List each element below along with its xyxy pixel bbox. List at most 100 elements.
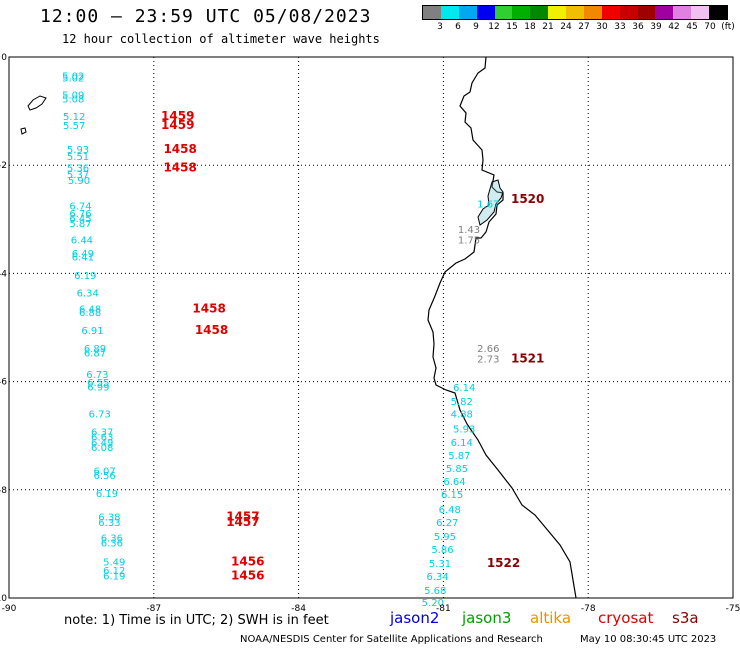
pass-time-label: 1459: [161, 109, 194, 123]
legend-swatch: [494, 6, 513, 19]
wave-height-value: 6.34: [427, 572, 449, 583]
wave-height-value: 6.38: [98, 513, 120, 524]
altimeter-tracks: 5.025.025.095.085.125.575.935.515.365.37…: [62, 72, 499, 609]
wave-height-value: 6.91: [81, 326, 103, 337]
wave-height-value: 6.36: [101, 539, 123, 550]
pass-time-label: 1458: [195, 323, 228, 337]
wave-height-value: 5.93: [67, 145, 89, 156]
wave-height-value: 5.49: [103, 558, 125, 569]
generated-timestamp: May 10 08:30:45 UTC 2023: [580, 634, 717, 645]
island-isabela: [27, 95, 47, 111]
legend-label: 42: [668, 22, 680, 32]
legend-label: 39: [650, 22, 662, 32]
legend-label: (ft): [721, 22, 735, 32]
wave-height-value: 6.73: [89, 409, 111, 420]
wave-height-value: 6.45: [69, 214, 91, 225]
legend-swatch: [566, 6, 584, 19]
legend-label: 70: [704, 22, 716, 32]
wave-height-value: 4.88: [451, 409, 473, 420]
wave-height-value: 6.07: [93, 467, 115, 478]
axis-labels: -90 -87 -84 -81 -78 -75 0 -2 -4 -6 -8 -10: [0, 53, 740, 614]
wave-height-value: 6.19: [103, 572, 125, 583]
wave-height-value: 6.36: [101, 534, 123, 545]
wave-height-value: 6.88: [79, 308, 101, 319]
south-america-coastline: [427, 56, 577, 599]
coastline: [427, 56, 577, 599]
wave-height-value: 5.87: [69, 219, 91, 230]
grid-lines: [9, 57, 733, 598]
wave-height-value: 5.85: [446, 464, 468, 475]
wave-height-value: 6.56: [93, 471, 115, 482]
color-legend: 3 6 9 12 15 18 21 24 27 30 33 36 39 42 45 70 (ft): [422, 5, 735, 38]
wave-height-value: 6.12: [103, 566, 125, 577]
wave-height-value: 5.02: [62, 73, 84, 84]
pass-time-label: 1457: [226, 510, 259, 524]
wave-height-value: 6.08: [91, 443, 113, 454]
legend-label: 18: [524, 22, 536, 32]
y-tick-label: -10: [0, 594, 7, 604]
wave-height-value: 6.19: [96, 489, 118, 500]
map-title: 12:00 – 23:59 UTC 05/08/2023: [40, 6, 372, 27]
legend-swatch: [530, 6, 549, 19]
pass-time-label: 1456: [231, 555, 264, 569]
legend-swatch: [709, 6, 727, 19]
map-subtitle: 12 hour collection of altimeter wave hei…: [62, 32, 380, 46]
wave-height-value: 6.41: [72, 252, 94, 263]
wave-height-value: 6.64: [443, 477, 465, 488]
wave-height-value: 5.20: [422, 598, 444, 609]
wave-height-value: 6.89: [84, 344, 106, 355]
y-tick-label: 0: [1, 53, 7, 63]
legend-labels: 3 6 9 12 15 18 21 24 27 30 33 36 39 42 45 70 (ft): [422, 20, 735, 34]
gulf-of-guayaquil-outline: [477, 179, 504, 226]
wave-height-value: 6.76: [69, 209, 91, 220]
wave-height-value: 6.49: [72, 249, 94, 260]
wave-height-value: 6.44: [71, 236, 93, 247]
pass-time-label: 1458: [163, 161, 196, 175]
mission-label-jason2: jason2: [390, 609, 440, 627]
wave-height-value: 6.33: [98, 518, 120, 529]
legend-swatch: [512, 6, 531, 19]
wave-height-value: 1.43: [458, 225, 480, 236]
legend-label: 12: [488, 22, 500, 32]
x-tick-label: -84: [291, 604, 306, 614]
legend-label: 6: [455, 22, 461, 32]
mission-label-altika: altika: [530, 609, 572, 627]
wave-height-value: 2.66: [477, 344, 499, 355]
legend-label: 36: [632, 22, 644, 32]
wave-height-value: 5.31: [429, 559, 451, 570]
y-tick-label: -8: [0, 486, 7, 496]
wave-height-value: 6.74: [69, 202, 91, 213]
wave-height-value: 5.86: [431, 545, 453, 556]
legend-swatch: [476, 6, 495, 19]
island-small: [20, 127, 27, 135]
legend-label: 33: [614, 22, 626, 32]
wave-height-value: 6.99: [87, 382, 109, 393]
legend-label: 27: [578, 22, 590, 32]
wave-height-value: 5.87: [448, 451, 470, 462]
wave-height-value: 5.08: [62, 94, 84, 105]
legend-swatch: [423, 6, 441, 19]
wave-height-value: 6.14: [451, 438, 473, 449]
pass-time-label: 1521: [511, 352, 544, 366]
wave-height-value: 5.93: [453, 424, 475, 435]
x-tick-label: -87: [146, 604, 161, 614]
footer-note: note: 1) Time is in UTC; 2) SWH is in fe…: [64, 613, 329, 628]
wave-height-value: 6.15: [441, 490, 463, 501]
wave-height-value: 5.95: [434, 532, 456, 543]
x-tick-label: -81: [436, 604, 451, 614]
legend-swatch: [619, 6, 638, 19]
credit-text: NOAA/NESDIS Center for Satellite Applica…: [240, 634, 543, 645]
map-frame: [8, 56, 734, 599]
wave-height-value: 6.19: [74, 271, 96, 282]
legend-label: 45: [686, 22, 698, 32]
pass-time-label: 1520: [511, 192, 544, 206]
wave-height-value: 1.75: [458, 236, 480, 247]
wave-height-value: 6.49: [91, 438, 113, 449]
y-tick-label: -2: [0, 161, 7, 171]
legend-label: 9: [473, 22, 479, 32]
wave-height-value: 5.09: [62, 91, 84, 102]
legend-colorbar: [422, 5, 728, 20]
pass-time-label: 1522: [487, 556, 520, 570]
wave-height-value: 5.57: [63, 121, 85, 132]
